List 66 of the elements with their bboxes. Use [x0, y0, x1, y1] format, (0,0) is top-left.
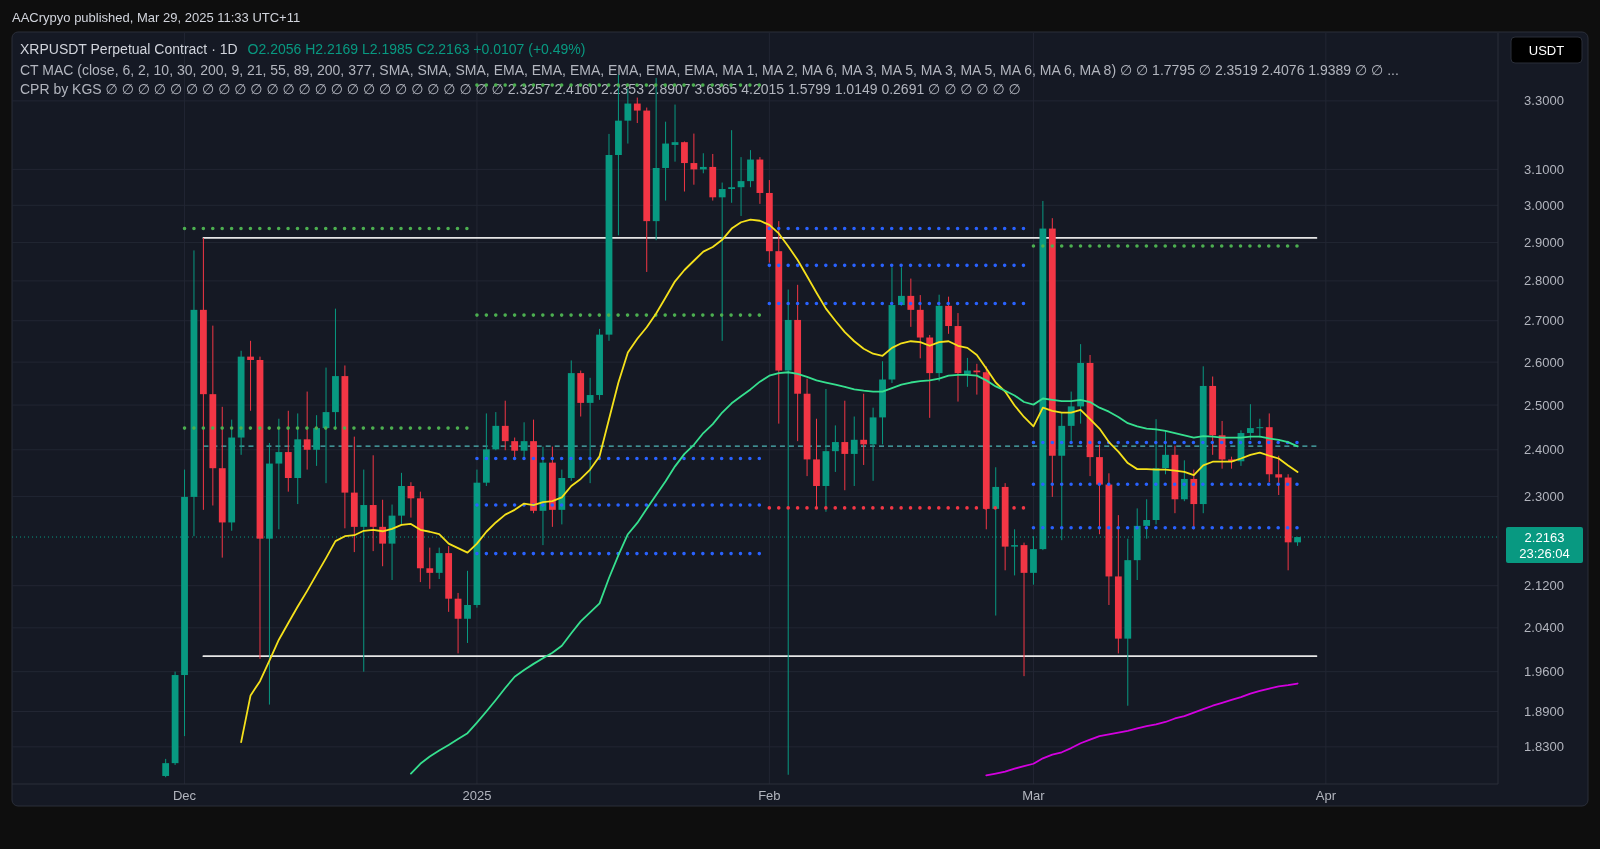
candlestick: [850, 416, 858, 487]
candlestick: [379, 499, 387, 567]
candlestick: [426, 547, 434, 590]
y-tick-label: 2.8000: [1524, 273, 1564, 289]
candlestick: [860, 393, 868, 466]
candlestick: [1162, 429, 1169, 475]
candlestick: [303, 391, 311, 471]
candlestick: [313, 414, 320, 467]
x-tick-label: Apr: [1315, 787, 1337, 803]
annotation: CT MAC (close, 6, 2, 10, 30, 200, 9, 21, 55, 89, 200, 377, SMA, SMA, SMA, EMA, EMA, EMA, EMA, EMA, EMA, MA 1, MA 2, MA 6, MA 3, MA 5, MA 3, MA 5, MA 6, MA 6, MA 8) ∅ ∅ 1.7795 ∅ 2.3519 2.4076 1.9389 ∅ ∅ ...: [20, 61, 1399, 78]
text: XRPUSDT Perpetual Contract · 1D: [20, 41, 238, 57]
candlestick: [907, 278, 915, 328]
candlestick: [728, 129, 736, 204]
candlestick: [841, 400, 849, 491]
candlestick: [162, 758, 170, 778]
candlestick: [945, 296, 952, 335]
y-tick-label: 2.0400: [1524, 620, 1564, 636]
line-series: [240, 218, 1299, 743]
x-tick-label: Mar: [1022, 787, 1046, 803]
candlestick: [1180, 459, 1188, 502]
x-tick-label: Feb: [758, 787, 781, 803]
text: AACrypyo published, Mar 29, 2025 11:33 UTC+11: [12, 9, 301, 25]
candlestick: [464, 570, 471, 644]
y-tick-label: 2.3000: [1524, 488, 1564, 504]
candlestick: [1067, 391, 1075, 443]
candlestick: [718, 182, 726, 342]
candlestick: [964, 357, 971, 388]
y-tick-label: 2.4000: [1524, 442, 1564, 458]
y-tick-label: 1.8900: [1524, 704, 1564, 720]
candlestick: [492, 411, 500, 451]
text: O2.2056 H2.2169 L2.1985 C2.2163 +0.0107 (+0.49%): [247, 41, 586, 57]
line-series: [410, 371, 1299, 775]
y-tick-label: 2.9000: [1524, 234, 1564, 250]
candlestick: [520, 421, 528, 459]
candlestick: [1247, 403, 1254, 441]
text: USDT: [1528, 42, 1565, 58]
candlestick: [275, 418, 283, 530]
y-tick-label: 3.1000: [1524, 161, 1564, 177]
candlestick: [435, 547, 443, 580]
candlestick: [671, 104, 679, 163]
candlestick: [1275, 455, 1283, 496]
candlestick: [690, 133, 698, 186]
y-tick-label: 2.1200: [1524, 578, 1564, 594]
y-tick-label: 2.6000: [1524, 354, 1564, 370]
candlestick: [831, 424, 839, 473]
y-tick-label: 2.7000: [1524, 313, 1564, 329]
y-tick-label: 1.8300: [1524, 739, 1564, 755]
candlestick: [369, 454, 377, 552]
candlestick: [747, 149, 754, 188]
y-tick-label: 3.0000: [1524, 197, 1564, 213]
y-tick-label: 2.5000: [1524, 397, 1564, 413]
y-tick-label: 3.3000: [1524, 93, 1564, 109]
candlestick: [511, 437, 519, 459]
line-series: [985, 682, 1299, 777]
candlestick: [247, 340, 254, 412]
candlestick: [501, 400, 509, 451]
candlestick: [586, 377, 594, 484]
candlestick: [1256, 418, 1264, 439]
candlestick: [681, 140, 688, 193]
y-tick-label: 1.9600: [1524, 664, 1564, 680]
ref-line-label: 2.2163: [1524, 529, 1565, 545]
candlestick: [633, 97, 641, 124]
candlestick: [784, 289, 792, 776]
text: 23:26:04: [1519, 545, 1570, 561]
x-tick-label: 2025: [462, 787, 492, 803]
x-tick-label: Dec: [172, 787, 197, 803]
